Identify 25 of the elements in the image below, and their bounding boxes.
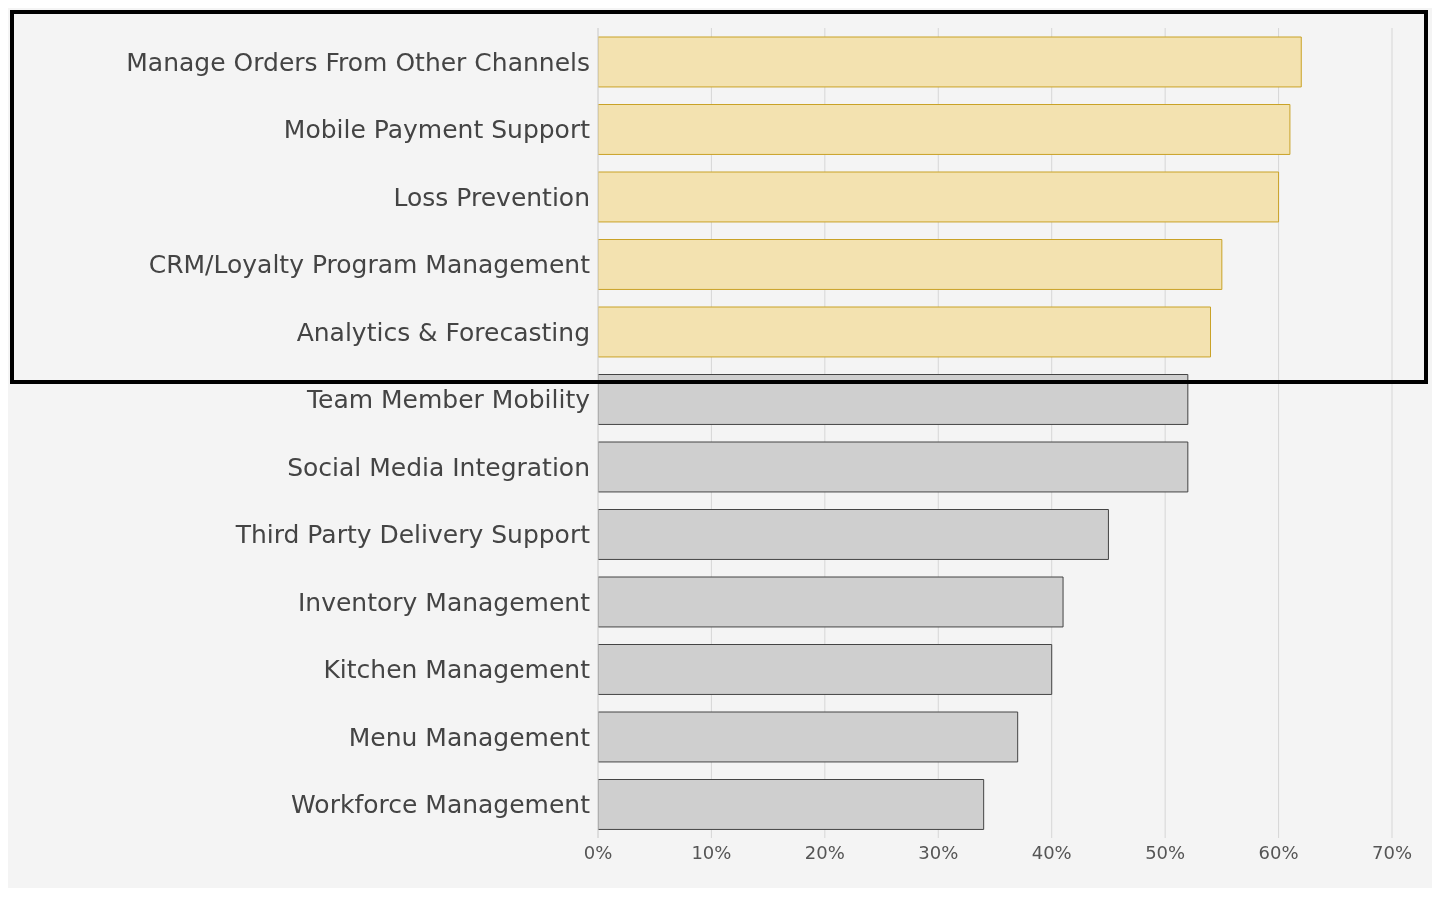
y-tick-label: Team Member Mobility [306,385,591,415]
x-tick-label: 40% [1031,841,1072,863]
y-tick-label: Kitchen Management [323,655,591,685]
y-tick-label: Workforce Management [291,790,591,820]
bar [598,171,1280,223]
x-tick-label: 0% [583,841,613,863]
y-tick-label: CRM/Loyalty Program Management [148,250,591,280]
bar [598,306,1212,358]
x-tick-label: 70% [1371,841,1413,863]
y-tick-label: Manage Orders From Other Channels [126,47,590,77]
y-tick-label: Mobile Payment Support [283,115,591,145]
y-tick-label: Inventory Management [297,587,591,617]
x-tick-label: 10% [691,841,732,863]
bar [598,36,1302,88]
y-tick-label: Social Media Integration [287,452,590,482]
y-tick-label: Third Party Delivery Support [234,520,591,550]
bar [598,239,1223,290]
bar [598,104,1291,155]
y-tick-label: Loss Prevention [393,182,590,212]
x-tick-label: 20% [804,841,845,863]
x-tick-label: 30% [918,841,959,863]
x-tick-label: 50% [1145,841,1186,863]
x-tick-label: 60% [1258,841,1299,863]
y-tick-label: Menu Management [348,722,591,752]
y-tick-label: Analytics & Forecasting [296,317,590,347]
